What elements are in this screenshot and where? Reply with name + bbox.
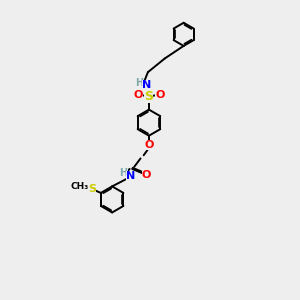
Text: N: N [126, 171, 135, 181]
Text: O: O [155, 90, 165, 100]
Text: CH₃: CH₃ [71, 182, 89, 191]
Text: O: O [142, 170, 151, 180]
Text: H: H [119, 168, 128, 178]
Text: S: S [144, 90, 153, 103]
Text: O: O [133, 90, 143, 100]
Text: H: H [135, 78, 143, 88]
Text: N: N [142, 80, 151, 90]
Text: S: S [88, 184, 96, 194]
Text: O: O [144, 140, 154, 150]
